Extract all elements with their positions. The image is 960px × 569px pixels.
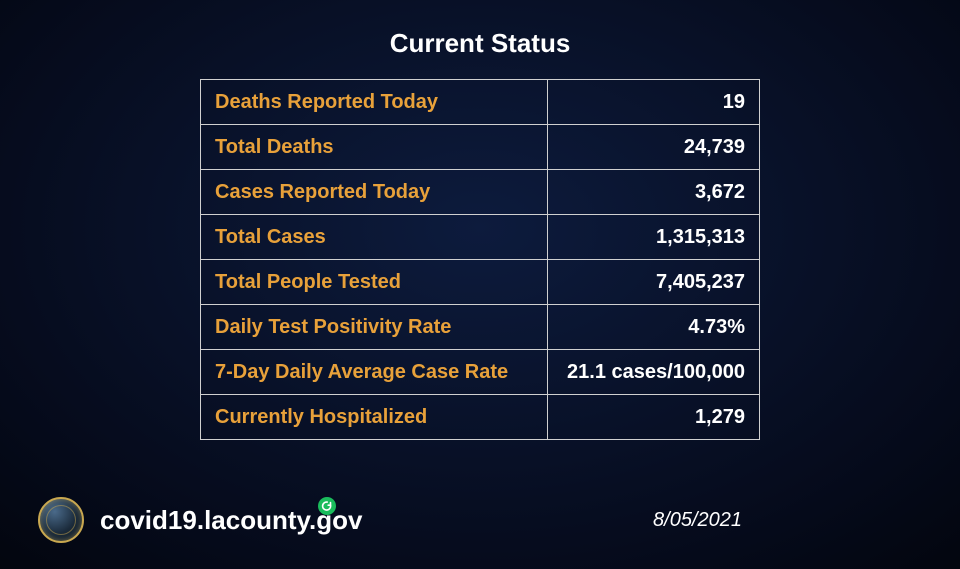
metric-label: Total Deaths [201,125,548,170]
metric-value: 1,315,313 [547,215,759,260]
metric-value: 21.1 cases/100,000 [547,350,759,395]
footer: covid19.lacounty.gov 8/05/2021 [0,497,960,543]
county-seal-icon [38,497,84,543]
metric-label: 7-Day Daily Average Case Rate [201,350,548,395]
metric-label: Total Cases [201,215,548,260]
table-row: Total Cases1,315,313 [201,215,760,260]
metric-label: Daily Test Positivity Rate [201,305,548,350]
status-table-container: Deaths Reported Today19Total Deaths24,73… [0,79,960,440]
metric-label: Cases Reported Today [201,170,548,215]
metric-value: 4.73% [547,305,759,350]
site-url-post: acounty.gov [211,505,362,535]
table-row: Currently Hospitalized1,279 [201,395,760,440]
table-row: Cases Reported Today3,672 [201,170,760,215]
metric-label: Total People Tested [201,260,548,305]
site-url-pre: covid19. [100,505,204,535]
table-row: Total People Tested7,405,237 [201,260,760,305]
metric-label: Currently Hospitalized [201,395,548,440]
metric-value: 7,405,237 [547,260,759,305]
page-title: Current Status [0,0,960,79]
report-date: 8/05/2021 [653,509,742,532]
metric-value: 1,279 [547,395,759,440]
site-url: covid19.lacounty.gov [100,505,363,536]
metric-value: 3,672 [547,170,759,215]
metric-value: 19 [547,80,759,125]
table-row: Deaths Reported Today19 [201,80,760,125]
status-table: Deaths Reported Today19Total Deaths24,73… [200,79,760,440]
grammarly-icon [318,497,336,515]
table-row: Total Deaths24,739 [201,125,760,170]
metric-label: Deaths Reported Today [201,80,548,125]
table-row: 7-Day Daily Average Case Rate21.1 cases/… [201,350,760,395]
metric-value: 24,739 [547,125,759,170]
table-row: Daily Test Positivity Rate4.73% [201,305,760,350]
